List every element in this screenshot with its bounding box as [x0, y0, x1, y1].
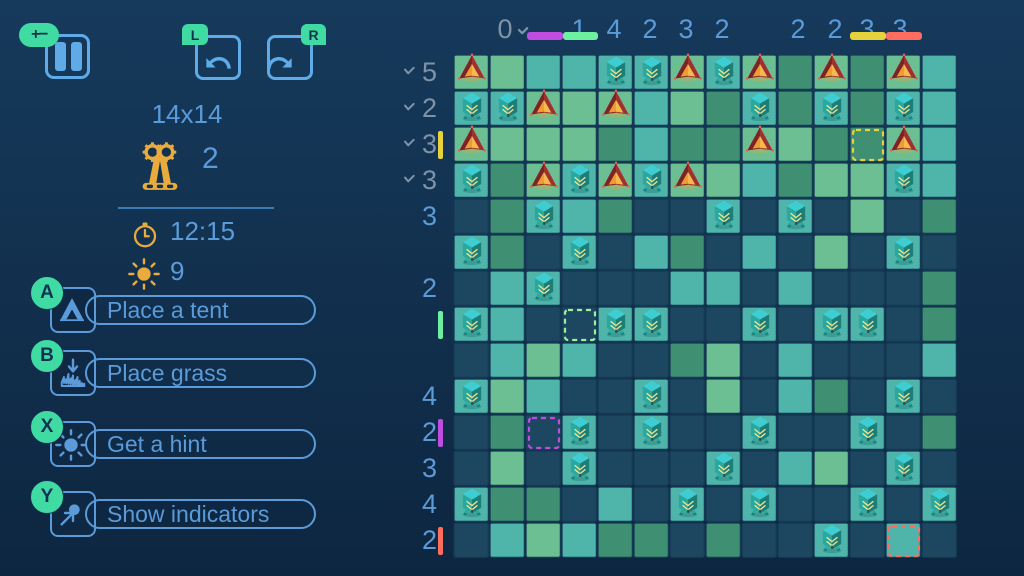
- svg-text:3: 3: [422, 129, 437, 159]
- svg-text:3: 3: [859, 14, 874, 44]
- svg-text:2: 2: [790, 14, 805, 44]
- svg-text:2: 2: [422, 417, 437, 447]
- svg-text:2: 2: [642, 14, 657, 44]
- svg-text:1: 1: [571, 14, 586, 44]
- svg-text:3: 3: [678, 14, 693, 44]
- svg-text:5: 5: [422, 57, 437, 87]
- svg-text:2: 2: [714, 14, 729, 44]
- svg-text:3: 3: [892, 14, 907, 44]
- svg-text:4: 4: [422, 489, 437, 519]
- svg-text:4: 4: [606, 14, 621, 44]
- svg-text:3: 3: [422, 201, 437, 231]
- svg-text:2: 2: [422, 525, 437, 555]
- svg-text:4: 4: [422, 381, 437, 411]
- svg-text:3: 3: [422, 453, 437, 483]
- svg-text:2: 2: [422, 93, 437, 123]
- svg-text:0: 0: [497, 14, 512, 44]
- svg-text:3: 3: [422, 165, 437, 195]
- svg-text:2: 2: [827, 14, 842, 44]
- svg-text:2: 2: [422, 273, 437, 303]
